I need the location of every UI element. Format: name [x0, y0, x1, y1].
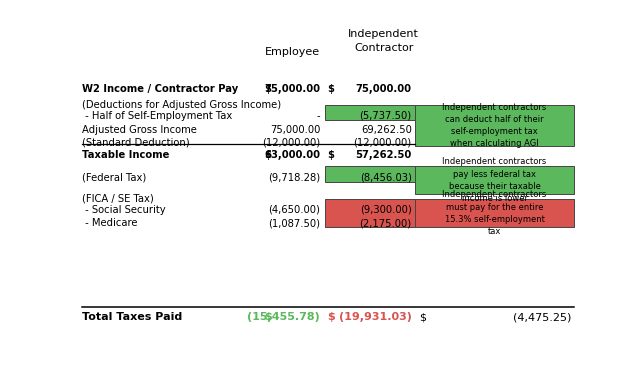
- Text: - Social Security: - Social Security: [83, 204, 166, 215]
- Text: Independent contractors
must pay for the entire
15.3% self-employment
tax: Independent contractors must pay for the…: [442, 190, 547, 236]
- Text: - Medicare: - Medicare: [83, 218, 138, 228]
- Text: (12,000.00): (12,000.00): [353, 138, 412, 148]
- Text: $: $: [264, 84, 271, 94]
- Text: 63,000.00: 63,000.00: [264, 150, 320, 160]
- Text: 75,000.00: 75,000.00: [264, 84, 320, 94]
- Text: -: -: [317, 110, 320, 121]
- Text: W2 Income / Contractor Pay: W2 Income / Contractor Pay: [83, 84, 239, 94]
- Text: (15,455.78): (15,455.78): [248, 312, 320, 322]
- Text: 57,262.50: 57,262.50: [355, 150, 412, 160]
- Text: (4,650.00): (4,650.00): [268, 204, 320, 215]
- Text: (19,931.03): (19,931.03): [339, 312, 412, 322]
- Bar: [415, 199, 575, 227]
- Text: (4,475.25): (4,475.25): [513, 312, 572, 322]
- Text: (1,087.50): (1,087.50): [268, 218, 320, 228]
- Bar: [325, 105, 415, 120]
- Text: Independent
Contractor: Independent Contractor: [348, 29, 419, 52]
- Text: (Deductions for Adjusted Gross Income): (Deductions for Adjusted Gross Income): [83, 100, 282, 110]
- Text: Adjusted Gross Income: Adjusted Gross Income: [83, 125, 197, 135]
- Bar: [415, 166, 575, 194]
- Text: Independent contractors
pay less federal tax
because their taxable
income is low: Independent contractors pay less federal…: [442, 157, 547, 203]
- Text: - Half of Self-Employment Tax: - Half of Self-Employment Tax: [83, 110, 232, 121]
- Text: Employee: Employee: [265, 47, 320, 57]
- Text: $: $: [419, 312, 426, 322]
- Bar: [325, 199, 415, 227]
- Text: $: $: [327, 150, 334, 160]
- Text: $: $: [264, 150, 271, 160]
- Text: (9,718.28): (9,718.28): [268, 172, 320, 182]
- Text: Taxable Income: Taxable Income: [83, 150, 170, 160]
- Text: (FICA / SE Tax): (FICA / SE Tax): [83, 194, 154, 204]
- Text: (9,300.00): (9,300.00): [360, 204, 412, 215]
- Text: (5,737.50): (5,737.50): [360, 110, 412, 121]
- Text: Total Taxes Paid: Total Taxes Paid: [83, 312, 182, 322]
- Text: (8,456.03): (8,456.03): [360, 172, 412, 182]
- Text: $: $: [327, 312, 335, 322]
- Text: (Standard Deduction): (Standard Deduction): [83, 138, 190, 148]
- Bar: [325, 166, 415, 182]
- Text: 75,000.00: 75,000.00: [270, 125, 320, 135]
- Bar: [415, 105, 575, 146]
- Text: (2,175.00): (2,175.00): [360, 218, 412, 228]
- Text: (Federal Tax): (Federal Tax): [83, 172, 147, 182]
- Text: 69,262.50: 69,262.50: [361, 125, 412, 135]
- Text: Independent contractors
can deduct half of their
self-employment tax
when calcul: Independent contractors can deduct half …: [442, 103, 547, 148]
- Text: 75,000.00: 75,000.00: [356, 84, 412, 94]
- Text: $: $: [327, 84, 334, 94]
- Text: (12,000.00): (12,000.00): [262, 138, 320, 148]
- Text: $: $: [264, 312, 272, 322]
